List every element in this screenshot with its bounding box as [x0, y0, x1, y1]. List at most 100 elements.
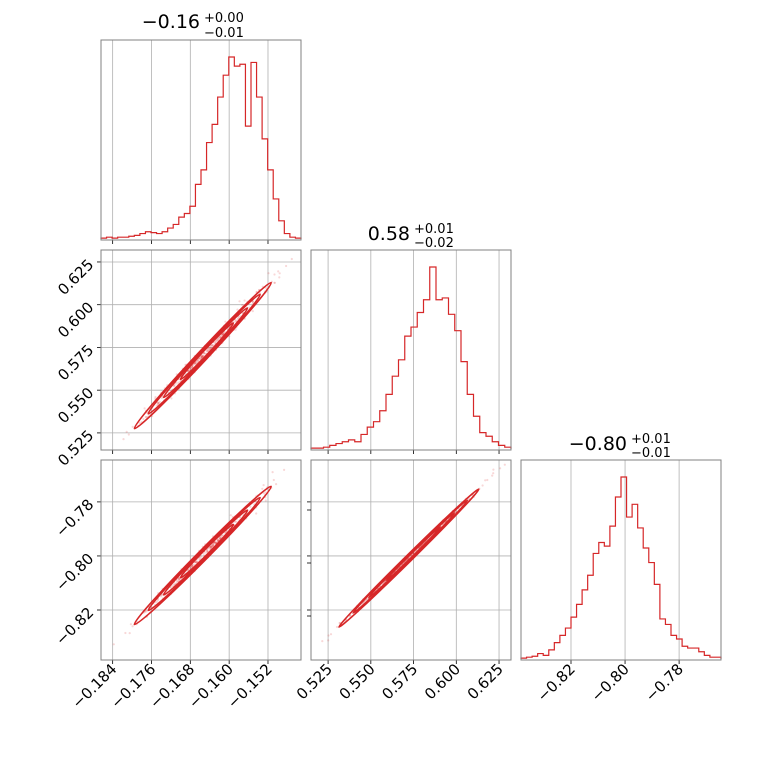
- sample-point: [212, 543, 215, 546]
- sample-point: [170, 397, 173, 400]
- sample-point: [157, 401, 160, 404]
- sample-point: [219, 536, 222, 539]
- x-tick-label: 0.550: [336, 660, 379, 703]
- title-minus: −0.01: [204, 26, 244, 41]
- sample-point: [264, 491, 267, 494]
- sample-point: [200, 356, 203, 359]
- sample-point: [209, 545, 213, 548]
- histogram-panel-3: [520, 459, 722, 664]
- sample-point: [161, 593, 164, 597]
- sample-point: [222, 332, 225, 335]
- panel-frame: [310, 249, 512, 451]
- sample-point: [157, 401, 160, 405]
- sample-point: [194, 361, 197, 364]
- x-tick-label: −0.82: [534, 660, 579, 705]
- title-plus: +0.01: [631, 432, 671, 447]
- sample-point: [154, 396, 157, 399]
- y-tick-label: 0.550: [54, 384, 97, 427]
- sample-point: [190, 366, 193, 370]
- y-tick-label: 0.525: [54, 427, 97, 470]
- sample-point: [273, 281, 276, 284]
- title-param-2: 0.58 +0.01 −0.02: [368, 222, 454, 251]
- sample-point: [491, 474, 494, 477]
- sample-point: [127, 433, 130, 436]
- sample-point: [209, 546, 213, 549]
- x-tick-label: 0.525: [293, 660, 336, 703]
- sample-point: [201, 355, 204, 358]
- title-minus: −0.01: [631, 446, 671, 461]
- sample-point: [290, 257, 293, 261]
- sample-point: [218, 537, 221, 540]
- sample-point: [206, 549, 209, 552]
- sample-point: [191, 565, 194, 568]
- panel-frame: [100, 39, 302, 241]
- sample-point: [261, 487, 264, 490]
- sample-point: [160, 595, 163, 598]
- sample-point: [238, 300, 241, 303]
- sample-point: [492, 468, 495, 471]
- sample-point: [178, 579, 181, 582]
- sample-point: [209, 546, 212, 549]
- title-param-3: −0.80 +0.01 −0.01: [569, 432, 671, 461]
- title-main: 0.58: [368, 223, 410, 245]
- sample-point: [128, 632, 131, 635]
- sample-point: [122, 438, 125, 441]
- panel-frame: [520, 459, 722, 661]
- sample-point: [144, 610, 147, 614]
- panel-frame: [100, 249, 302, 451]
- sample-point: [112, 643, 115, 646]
- title-param-1: −0.16 +0.00 −0.01: [142, 11, 244, 41]
- sample-point: [200, 355, 204, 358]
- sample-point: [262, 492, 265, 495]
- sample-point: [273, 273, 276, 276]
- title-plus: +0.00: [204, 11, 244, 26]
- sample-point: [208, 347, 211, 351]
- sample-point: [211, 344, 214, 347]
- sample-point: [206, 550, 209, 553]
- contour-line: [147, 496, 261, 612]
- y-tick-label: 0.575: [54, 341, 97, 384]
- sample-point: [211, 544, 214, 547]
- sample-point: [251, 300, 255, 303]
- sample-point: [158, 400, 161, 403]
- sample-point: [278, 276, 281, 279]
- sample-point: [206, 350, 209, 353]
- sample-point: [235, 520, 238, 524]
- sample-point: [234, 328, 237, 331]
- sample-point: [191, 366, 194, 369]
- sample-point: [216, 539, 219, 542]
- sample-point: [255, 512, 258, 515]
- sample-point: [338, 621, 341, 625]
- contour-line: [385, 526, 441, 582]
- sample-point: [131, 625, 134, 628]
- histogram-panel-2: [310, 249, 512, 454]
- sample-point: [202, 354, 205, 357]
- histogram-step: [520, 476, 722, 659]
- sample-point: [196, 359, 200, 362]
- contour-line: [162, 509, 249, 596]
- sample-point: [177, 577, 181, 581]
- sample-point: [209, 547, 212, 550]
- sample-point: [283, 468, 286, 471]
- sample-point: [321, 640, 324, 643]
- sample-point: [239, 516, 242, 519]
- sample-point: [142, 417, 145, 421]
- sample-point: [203, 352, 206, 355]
- sample-point: [210, 546, 213, 549]
- x-tick-label: −0.78: [642, 660, 687, 705]
- sample-point: [194, 362, 198, 365]
- sample-point: [262, 484, 265, 487]
- sample-point: [200, 356, 204, 359]
- sample-point: [272, 478, 275, 482]
- sample-point: [194, 560, 197, 564]
- sample-point: [499, 467, 502, 470]
- sample-point: [211, 343, 214, 347]
- sample-point: [217, 538, 220, 542]
- sample-point: [157, 403, 160, 406]
- sample-point: [503, 463, 506, 466]
- contour-line: [162, 307, 249, 399]
- x-tick-label: 0.625: [464, 660, 507, 703]
- title-main: −0.80: [569, 433, 627, 455]
- sample-point: [217, 338, 220, 341]
